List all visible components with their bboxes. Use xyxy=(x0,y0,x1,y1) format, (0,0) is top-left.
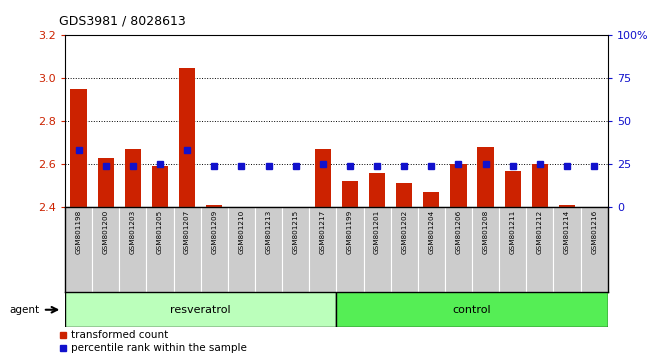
Bar xyxy=(363,207,391,292)
Bar xyxy=(201,207,227,292)
Bar xyxy=(174,207,201,292)
Bar xyxy=(228,207,255,292)
Text: GSM801208: GSM801208 xyxy=(483,210,489,254)
Bar xyxy=(92,207,120,292)
Bar xyxy=(472,207,499,292)
Text: GSM801211: GSM801211 xyxy=(510,210,515,254)
Text: GSM801215: GSM801215 xyxy=(292,210,298,254)
Bar xyxy=(98,158,114,207)
Text: percentile rank within the sample: percentile rank within the sample xyxy=(71,343,247,353)
Bar xyxy=(255,207,282,292)
Bar xyxy=(450,164,467,207)
Text: GSM801216: GSM801216 xyxy=(592,210,597,254)
Bar xyxy=(526,207,554,292)
Text: GSM801204: GSM801204 xyxy=(428,210,434,254)
Bar xyxy=(369,173,385,207)
Text: agent: agent xyxy=(10,305,40,315)
Text: GSM801202: GSM801202 xyxy=(401,210,407,254)
Bar xyxy=(337,292,608,327)
Bar xyxy=(282,207,309,292)
Bar xyxy=(70,89,86,207)
Bar xyxy=(418,207,445,292)
Text: GSM801206: GSM801206 xyxy=(456,210,462,254)
Text: GSM801212: GSM801212 xyxy=(537,210,543,254)
Text: GSM801205: GSM801205 xyxy=(157,210,163,254)
Text: resveratrol: resveratrol xyxy=(170,305,231,315)
Text: GSM801217: GSM801217 xyxy=(320,210,326,254)
Bar xyxy=(499,207,526,292)
Bar xyxy=(309,207,337,292)
Bar xyxy=(206,205,222,207)
Text: GSM801201: GSM801201 xyxy=(374,210,380,254)
Bar xyxy=(342,181,358,207)
Text: GSM801200: GSM801200 xyxy=(103,210,109,254)
Bar xyxy=(65,292,337,327)
Text: GSM801199: GSM801199 xyxy=(347,210,353,254)
Bar xyxy=(478,147,494,207)
Text: GSM801207: GSM801207 xyxy=(184,210,190,254)
Text: GSM801214: GSM801214 xyxy=(564,210,570,254)
Bar xyxy=(152,166,168,207)
Bar xyxy=(423,192,439,207)
Bar xyxy=(559,205,575,207)
Text: GSM801198: GSM801198 xyxy=(75,210,81,254)
Bar xyxy=(65,207,92,292)
Text: GDS3981 / 8028613: GDS3981 / 8028613 xyxy=(58,14,185,27)
Text: GSM801210: GSM801210 xyxy=(239,210,244,254)
Bar xyxy=(532,164,548,207)
Bar xyxy=(504,171,521,207)
Bar xyxy=(125,149,141,207)
Text: GSM801213: GSM801213 xyxy=(266,210,272,254)
Text: GSM801203: GSM801203 xyxy=(130,210,136,254)
Text: control: control xyxy=(453,305,491,315)
Text: transformed count: transformed count xyxy=(71,330,168,340)
Bar xyxy=(179,68,195,207)
Bar xyxy=(445,207,472,292)
Bar xyxy=(580,207,608,292)
Bar xyxy=(391,207,418,292)
Bar xyxy=(337,207,363,292)
Bar xyxy=(396,183,412,207)
Bar xyxy=(554,207,580,292)
Bar xyxy=(315,149,331,207)
Bar xyxy=(146,207,174,292)
Bar xyxy=(120,207,146,292)
Text: GSM801209: GSM801209 xyxy=(211,210,217,254)
